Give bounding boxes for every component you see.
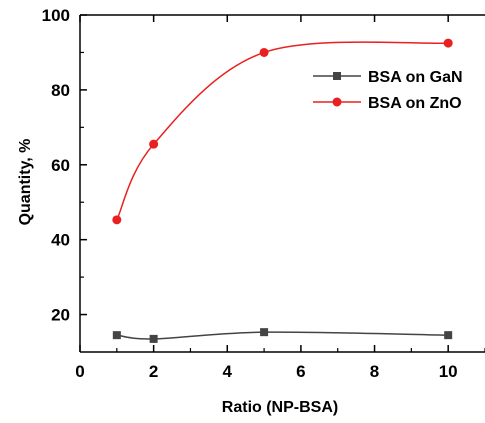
x-tick-label: 8 <box>370 362 379 381</box>
data-point-square <box>444 331 453 340</box>
y-tick-label: 100 <box>42 6 70 25</box>
y-axis-title: Quantity, % <box>17 139 34 226</box>
series-line-1 <box>116 331 449 340</box>
x-tick-label: 4 <box>223 362 233 381</box>
data-point-circle <box>112 215 122 225</box>
legend-marker-square <box>333 72 341 80</box>
legend-marker-circle <box>332 97 342 107</box>
x-tick-label: 6 <box>296 362 305 381</box>
data-point-square <box>260 328 269 337</box>
legend-label-zno: BSA on ZnO <box>368 95 462 112</box>
y-tick-label: 20 <box>51 306 70 325</box>
y-tick-label: 60 <box>51 156 70 175</box>
legend: BSA on GaN BSA on ZnO <box>313 69 463 112</box>
data-point-circle <box>149 139 159 149</box>
plot-area: 0 2 4 6 8 10 20 40 60 80 100 <box>42 6 485 381</box>
legend-label-gan: BSA on GaN <box>368 69 463 86</box>
x-tick-label: 10 <box>439 362 458 381</box>
data-point-circle <box>443 38 453 48</box>
data-point-circle <box>259 47 269 57</box>
x-axis-title: Ratio (NP-BSA) <box>222 399 338 416</box>
y-tick-label: 40 <box>51 231 70 250</box>
data-point-square <box>112 331 121 340</box>
y-tick-label: 80 <box>51 81 70 100</box>
series-line-2 <box>116 41 449 221</box>
x-tick-label: 0 <box>75 362 84 381</box>
data-point-square <box>149 334 158 343</box>
x-tick-label: 2 <box>149 362 158 381</box>
